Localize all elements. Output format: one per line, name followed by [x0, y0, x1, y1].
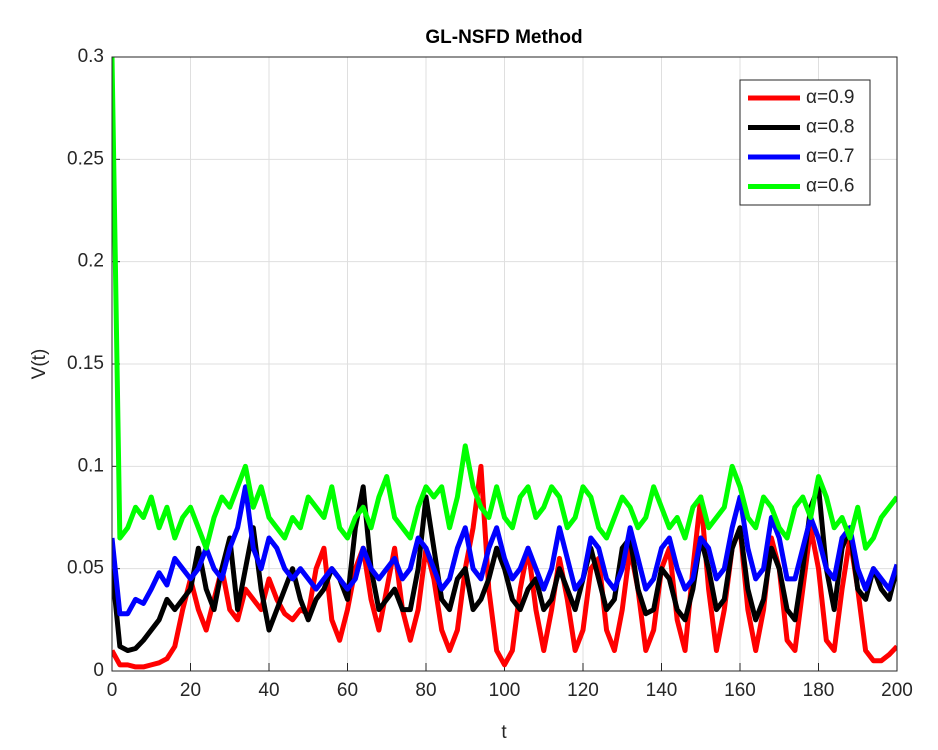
- x-tick-label: 20: [180, 680, 201, 701]
- x-tick-label: 160: [724, 680, 756, 701]
- y-tick-label: 0.15: [67, 353, 104, 374]
- legend-label: α=0.6: [806, 176, 855, 197]
- data-line: [112, 57, 897, 551]
- y-tick-label: 0.25: [67, 148, 104, 169]
- legend-label: α=0.8: [806, 117, 855, 138]
- plot-frame: [111, 56, 898, 672]
- y-tick-label: 0.05: [67, 558, 104, 579]
- x-tick-label: 100: [489, 680, 521, 701]
- x-tick-label: 200: [881, 680, 913, 701]
- x-axis-label: t: [501, 722, 507, 743]
- legend-label: α=0.7: [806, 146, 855, 167]
- y-tick-label: 0: [93, 660, 104, 681]
- y-tick-label: 0.3: [78, 46, 104, 67]
- x-tick-label: 60: [337, 680, 358, 701]
- x-tick-label: 80: [415, 680, 436, 701]
- y-tick-label: 0.1: [78, 455, 104, 476]
- data-line: [112, 484, 897, 617]
- data-line: [112, 484, 897, 654]
- y-tick-label: 0.2: [78, 251, 104, 272]
- x-tick-label: 40: [258, 680, 279, 701]
- x-tick-label: 120: [567, 680, 599, 701]
- x-tick-label: 180: [803, 680, 835, 701]
- y-axis-label: V(t): [29, 349, 50, 380]
- legend-label: α=0.9: [806, 87, 855, 108]
- x-tick-label: 140: [646, 680, 678, 701]
- chart-title: GL-NSFD Method: [425, 27, 582, 48]
- x-tick-label: 0: [107, 680, 118, 701]
